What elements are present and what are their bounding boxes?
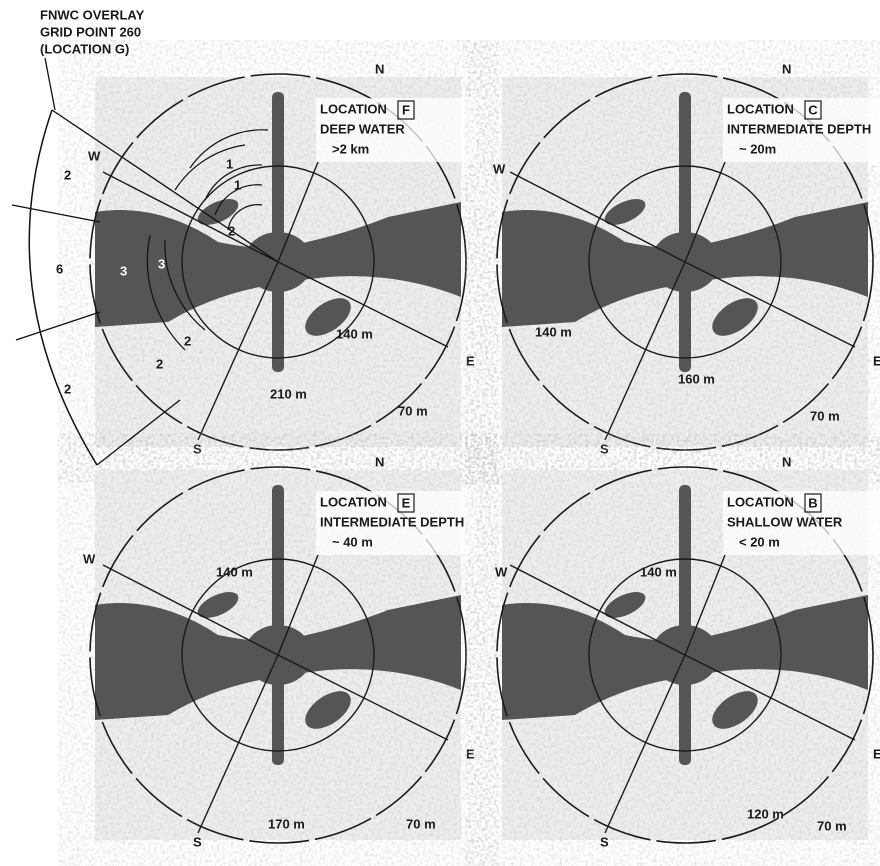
contour-label: 1	[226, 156, 233, 171]
west-label: W	[88, 148, 101, 163]
east-label: E	[873, 353, 880, 368]
east-label: E	[466, 746, 475, 761]
range-label: 120 m	[747, 806, 784, 821]
west-label: W	[493, 161, 506, 176]
water-depth: < 20 m	[739, 534, 780, 549]
spike-vertical	[679, 485, 691, 765]
range-label: 70 m	[817, 818, 847, 833]
north-label: N	[782, 454, 791, 469]
overlay-arc	[29, 110, 97, 465]
range-label: 140 m	[336, 326, 373, 341]
water-description: SHALLOW WATER	[727, 514, 843, 529]
range-label: 140 m	[535, 324, 572, 339]
contour-label: 3	[120, 263, 127, 278]
leader-line	[45, 58, 55, 110]
location-label: LOCATION	[727, 101, 794, 116]
water-description: DEEP WATER	[320, 121, 405, 136]
radar-panel: N W E S LOCATION E INTERMEDIATE DEPTH ~ 40 m 140…	[83, 454, 476, 849]
range-label: 160 m	[678, 371, 715, 386]
overlay-title: FNWC OVERLAY	[40, 7, 145, 22]
south-label: S	[600, 441, 609, 456]
west-label: W	[83, 551, 96, 566]
radar-panel: N W E S LOCATION F DEEP WATER >2 km 140 m 210 m 70…	[88, 61, 476, 456]
radar-panel: N W E S LOCATION B SHALLOW WATER < 20 m 140 m 120…	[495, 454, 880, 849]
range-label: 170 m	[268, 816, 305, 831]
location-label: LOCATION	[320, 494, 387, 509]
overlay-title: (LOCATION G)	[40, 41, 129, 56]
figure: N W E S LOCATION F DEEP WATER >2 km 140 m 210 m 70…	[0, 0, 880, 866]
spike-vertical	[679, 92, 691, 372]
east-label: E	[873, 746, 880, 761]
east-label: E	[466, 353, 475, 368]
range-label: 140 m	[640, 564, 677, 579]
north-label: N	[375, 61, 384, 76]
location-label: LOCATION	[320, 101, 387, 116]
range-label: 70 m	[406, 816, 436, 831]
water-depth: ~ 40 m	[332, 534, 373, 549]
sector-value: 2	[64, 167, 71, 182]
sector-divider	[16, 312, 100, 340]
contour-label: 1	[234, 177, 241, 192]
south-label: S	[193, 441, 202, 456]
water-description: INTERMEDIATE DEPTH	[727, 121, 871, 136]
north-label: N	[375, 454, 384, 469]
location-label: LOCATION	[727, 494, 794, 509]
sector-value: 2	[64, 381, 71, 396]
water-depth: ~ 20m	[739, 141, 776, 156]
water-description: INTERMEDIATE DEPTH	[320, 514, 464, 529]
radar-panel: N W E S LOCATION C INTERMEDIATE DEPTH ~ 20m 140 …	[493, 61, 880, 456]
location-code: C	[808, 102, 818, 117]
overlay-title: GRID POINT 260	[40, 24, 141, 39]
location-code: E	[402, 495, 411, 510]
contour-label: 3	[158, 256, 165, 271]
location-code: F	[402, 102, 410, 117]
north-label: N	[782, 61, 791, 76]
water-depth: >2 km	[332, 141, 369, 156]
range-label: 70 m	[810, 408, 840, 423]
contour-label: 2	[156, 356, 163, 371]
range-label: 210 m	[270, 386, 307, 401]
range-label: 140 m	[216, 564, 253, 579]
location-code: B	[808, 495, 817, 510]
spike-vertical	[272, 92, 284, 372]
range-label: 70 m	[398, 403, 428, 418]
south-label: S	[600, 834, 609, 849]
west-label: W	[495, 564, 508, 579]
panels: N W E S LOCATION F DEEP WATER >2 km 140 m 210 m 70…	[83, 61, 880, 849]
spike-vertical	[272, 485, 284, 765]
sector-divider	[12, 205, 100, 222]
south-label: S	[193, 834, 202, 849]
contour-label: 2	[228, 223, 235, 238]
sector-value: 6	[56, 261, 63, 276]
contour-label: 2	[184, 333, 191, 348]
